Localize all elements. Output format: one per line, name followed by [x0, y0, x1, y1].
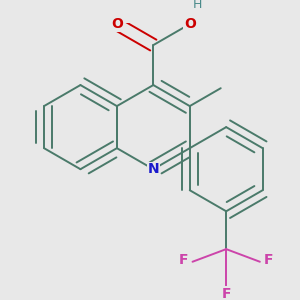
Text: F: F [179, 253, 188, 266]
Text: O: O [184, 17, 196, 31]
Text: H: H [192, 0, 202, 11]
Text: F: F [221, 286, 231, 300]
Text: F: F [264, 253, 274, 266]
Text: O: O [111, 17, 123, 31]
Text: N: N [148, 162, 159, 176]
